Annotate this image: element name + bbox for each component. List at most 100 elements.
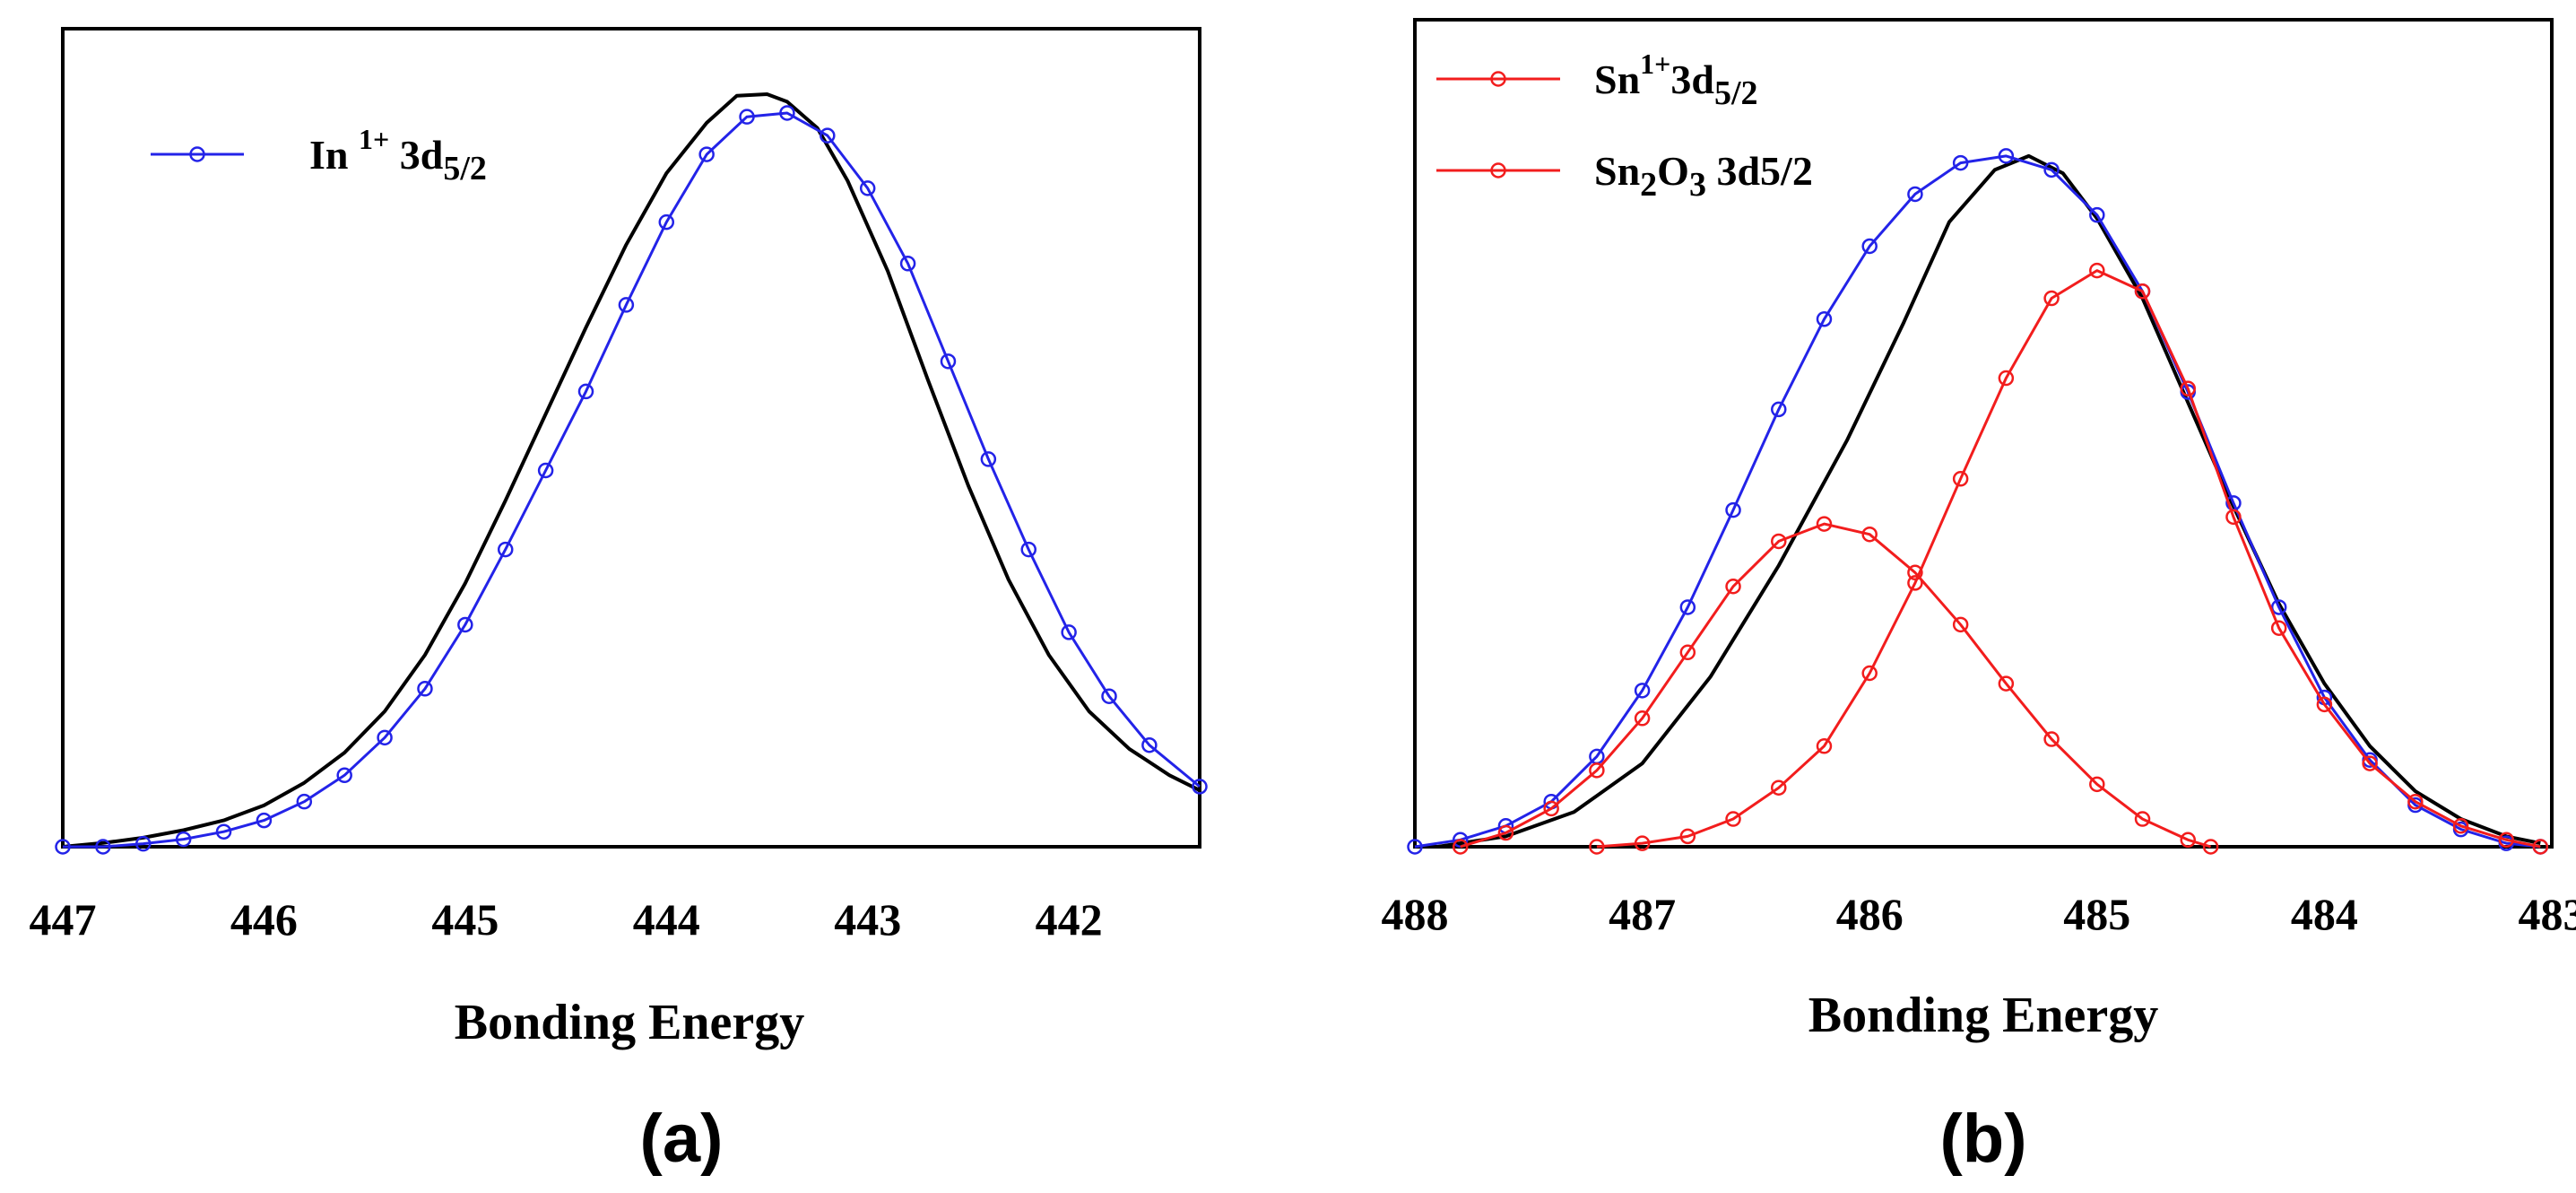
plot-frame-b — [1413, 18, 2554, 849]
data-point — [2180, 380, 2196, 396]
data-point — [2452, 818, 2469, 834]
data-point — [2089, 262, 2105, 279]
panel-label-b: (b) — [1939, 1101, 2026, 1177]
data-point — [1101, 688, 1117, 704]
data-point — [1141, 736, 1158, 753]
data-point — [377, 729, 393, 746]
data-point — [1497, 824, 1514, 841]
data-point — [658, 213, 675, 231]
data-point — [1725, 501, 1741, 518]
data-point — [175, 831, 192, 848]
data-point — [1061, 624, 1077, 640]
data-point — [2225, 509, 2242, 526]
panel-a: 447 446 445 444 443 442 In 1+ 3d5/2 Bonding En… — [30, 27, 1208, 1177]
data-point — [1771, 401, 1787, 418]
data-point — [1725, 579, 1741, 595]
data-point — [95, 839, 111, 855]
data-point — [1725, 811, 1741, 827]
panel-b: 488 487 486 485 484 483 Sn1+3d5/2 Sn2O3 3d5/2 B… — [1382, 18, 2576, 1177]
data-point — [1816, 738, 1833, 754]
data-point — [1816, 516, 1833, 532]
data-point — [1907, 575, 1923, 591]
legend-marker — [189, 146, 205, 162]
data-point — [1861, 665, 1878, 682]
data-point — [1634, 683, 1651, 699]
xtick-label: 488 — [1382, 889, 1449, 939]
data-point — [497, 541, 514, 558]
data-point — [1998, 675, 2015, 692]
data-point — [256, 812, 273, 829]
data-point — [2270, 599, 2287, 615]
series-line-a-in-1-3d5-2 — [63, 111, 1201, 849]
data-point — [698, 146, 715, 162]
data-point — [215, 823, 232, 840]
data-point — [1634, 710, 1651, 727]
plot-frame-a — [61, 27, 1201, 849]
data-point — [1020, 541, 1036, 558]
data-point — [859, 180, 876, 196]
data-point — [899, 256, 916, 272]
data-point — [135, 835, 152, 852]
legend-label: Sn1+3d5/2 — [1594, 48, 1758, 112]
xtick-label: 442 — [1036, 894, 1103, 945]
data-point — [296, 793, 313, 810]
data-point — [2043, 161, 2060, 179]
data-point — [1998, 370, 2015, 387]
data-point — [2498, 832, 2515, 849]
data-point — [577, 383, 594, 400]
xtick-label: 485 — [2063, 889, 2130, 939]
data-point — [1543, 800, 1559, 817]
data-point — [2134, 811, 2151, 827]
data-point — [1907, 186, 1923, 203]
legend-label: Sn2O3 3d5/2 — [1594, 148, 1813, 204]
series-line-b-envelope — [1414, 154, 2541, 849]
data-point — [739, 109, 755, 125]
data-point — [2043, 731, 2060, 747]
data-point — [779, 105, 795, 121]
xtick-label: 446 — [230, 894, 298, 945]
data-point — [537, 462, 554, 479]
xlabel-b: Bonding Energy — [1808, 988, 2159, 1043]
data-point — [1634, 835, 1651, 851]
data-point — [2532, 839, 2549, 855]
data-point — [820, 127, 836, 144]
legend-label: In 1+ 3d5/2 — [309, 123, 487, 187]
data-point — [1816, 311, 1833, 327]
series-line-b-sn2o3-3d5-2 — [1596, 269, 2541, 849]
data-point — [980, 451, 997, 467]
data-point — [940, 353, 957, 370]
data-point — [2089, 206, 2105, 223]
data-point — [1407, 839, 1423, 855]
xlabel-a: Bonding Energy — [455, 995, 805, 1050]
series-line-b-sn-1-3d5-2 — [1460, 522, 2212, 849]
data-point — [2134, 283, 2151, 300]
data-point — [2362, 755, 2378, 771]
xtick-label: 447 — [30, 894, 97, 945]
data-point — [1861, 526, 1878, 543]
data-point — [1679, 828, 1696, 845]
data-point — [1952, 471, 1969, 487]
data-point — [1589, 839, 1605, 855]
data-point — [2202, 839, 2219, 855]
data-point — [2089, 776, 2105, 793]
xtick-label: 484 — [2291, 889, 2358, 939]
data-point — [1998, 148, 2015, 164]
panel-label-a: (a) — [640, 1101, 724, 1177]
data-point — [2407, 793, 2424, 810]
xtick-label: 445 — [431, 894, 499, 945]
data-point — [336, 767, 352, 784]
data-point — [1589, 762, 1605, 779]
data-point — [1679, 599, 1696, 615]
data-point — [1679, 644, 1696, 661]
xtick-label: 443 — [834, 894, 901, 945]
xtick-label: 444 — [633, 894, 700, 945]
data-point — [2316, 696, 2333, 713]
data-point — [55, 839, 71, 855]
data-point — [618, 297, 635, 313]
data-point — [1861, 238, 1878, 255]
xtick-label: 487 — [1609, 889, 1676, 939]
xtick-label: 483 — [2519, 889, 2576, 939]
data-point — [1952, 616, 1969, 633]
legend-marker — [1490, 71, 1506, 87]
